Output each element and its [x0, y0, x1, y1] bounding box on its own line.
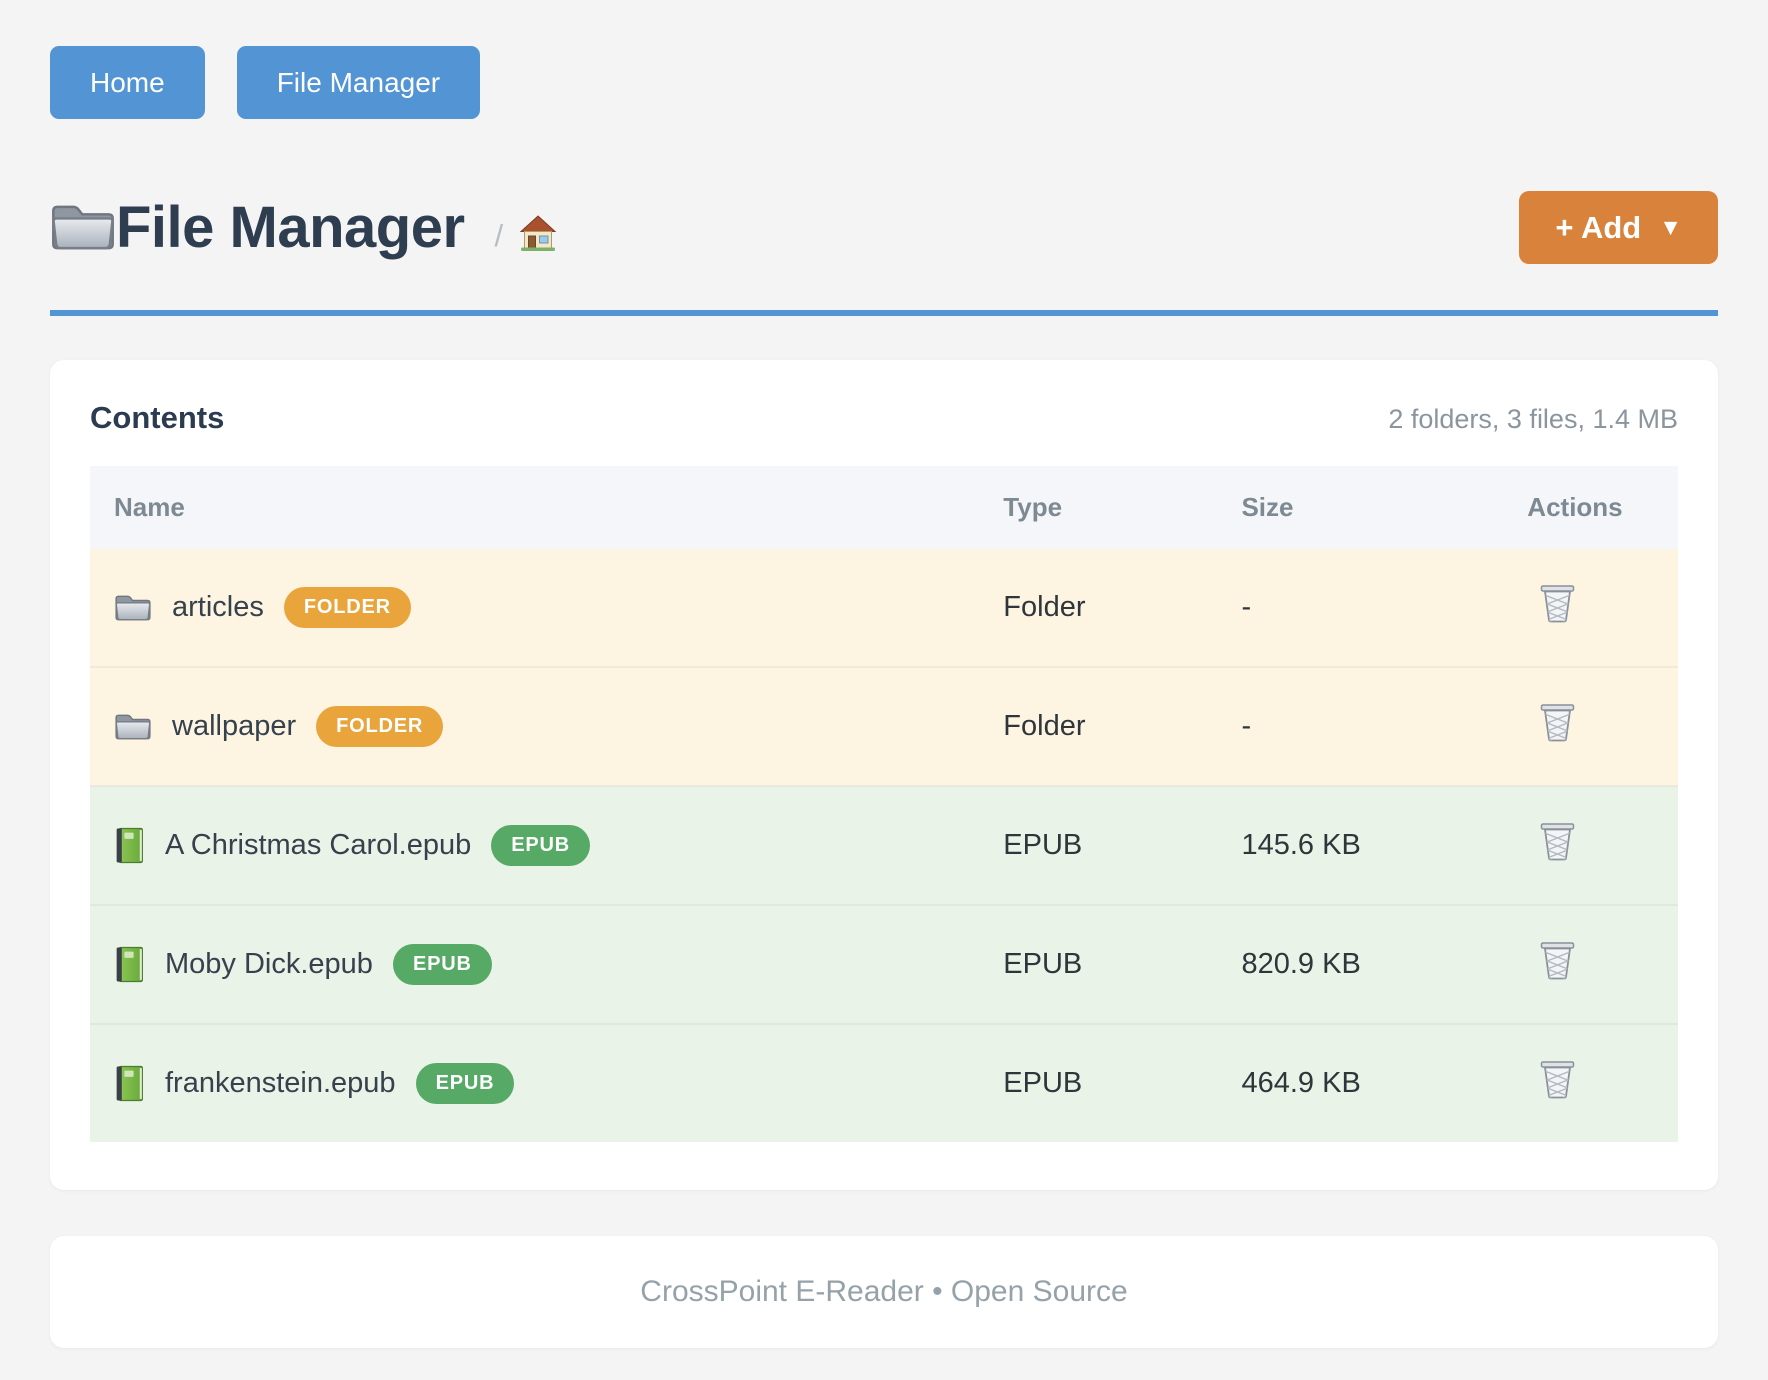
delete-button[interactable] [1539, 1059, 1576, 1103]
add-button[interactable]: + Add ▼ [1519, 191, 1718, 264]
contents-heading: Contents [90, 400, 225, 435]
footer: CrossPoint E-Reader • Open Source [50, 1236, 1718, 1348]
trash-icon [1539, 704, 1576, 746]
column-header-type: Type [979, 466, 1218, 549]
table-row[interactable]: articles FOLDER Folder - [90, 549, 1678, 667]
table-row[interactable]: frankenstein.epub EPUB EPUB 464.9 KB [90, 1023, 1678, 1142]
file-size: - [1217, 666, 1504, 786]
contents-card: Contents 2 folders, 3 files, 1.4 MB Name… [50, 360, 1718, 1190]
file-size: - [1217, 549, 1504, 667]
column-header-size: Size [1217, 466, 1504, 549]
folder-icon [114, 712, 152, 742]
file-type: EPUB [979, 785, 1218, 905]
file-name[interactable]: wallpaper [172, 710, 297, 742]
trash-icon [1539, 942, 1576, 984]
file-size: 145.6 KB [1217, 785, 1504, 905]
folder-icon [50, 201, 116, 254]
folder-icon [114, 593, 152, 623]
file-size: 820.9 KB [1217, 904, 1504, 1024]
file-type-badge: EPUB [415, 1063, 515, 1104]
delete-button[interactable] [1539, 583, 1576, 627]
title-divider [50, 310, 1718, 316]
file-type-badge: EPUB [392, 944, 492, 985]
delete-button[interactable] [1539, 821, 1576, 865]
column-header-actions: Actions [1503, 466, 1678, 549]
file-type: Folder [979, 549, 1218, 667]
file-name[interactable]: Moby Dick.epub [165, 948, 373, 980]
column-header-name: Name [90, 466, 980, 549]
file-type: Folder [979, 666, 1218, 786]
file-table-body: articles FOLDER Folder - [90, 549, 1678, 1142]
page-header: File Manager / + Add ▼ [50, 191, 1718, 264]
add-button-label: + Add [1555, 209, 1642, 245]
top-nav: Home File Manager [50, 46, 1718, 119]
caret-down-icon: ▼ [1659, 214, 1682, 240]
table-row[interactable]: Moby Dick.epub EPUB EPUB 820.9 KB [90, 904, 1678, 1024]
footer-text: CrossPoint E-Reader • Open Source [640, 1275, 1128, 1308]
page: Home File Manager File Manager / [50, 46, 1718, 1348]
book-icon [114, 946, 145, 983]
nav-file-manager-button[interactable]: File Manager [236, 46, 481, 119]
file-type: EPUB [979, 904, 1218, 1024]
delete-button[interactable] [1539, 940, 1576, 984]
file-type-badge: EPUB [491, 825, 591, 866]
delete-button[interactable] [1539, 702, 1576, 746]
file-name[interactable]: articles [172, 591, 264, 623]
file-type-badge: FOLDER [316, 706, 444, 747]
table-row[interactable]: wallpaper FOLDER Folder - [90, 666, 1678, 786]
file-size: 464.9 KB [1217, 1023, 1504, 1142]
table-header-row: Name Type Size Actions [90, 466, 1678, 549]
file-name[interactable]: frankenstein.epub [165, 1067, 396, 1099]
book-icon [114, 827, 145, 864]
page-title: File Manager [116, 195, 465, 260]
contents-card-header: Contents 2 folders, 3 files, 1.4 MB [90, 400, 1678, 436]
table-row[interactable]: A Christmas Carol.epub EPUB EPUB 145.6 K… [90, 785, 1678, 905]
trash-icon [1539, 1061, 1576, 1103]
house-icon[interactable] [518, 213, 558, 258]
trash-icon [1539, 585, 1576, 627]
file-type-badge: FOLDER [283, 587, 411, 628]
contents-summary: 2 folders, 3 files, 1.4 MB [1388, 404, 1678, 434]
nav-home-button[interactable]: Home [50, 46, 205, 119]
breadcrumb: / [495, 213, 559, 258]
book-icon [114, 1065, 145, 1102]
file-table: Name Type Size Actions articles FOLDER [90, 466, 1678, 1142]
trash-icon [1539, 823, 1576, 865]
file-name[interactable]: A Christmas Carol.epub [165, 829, 472, 861]
breadcrumb-separator: / [494, 217, 504, 253]
file-type: EPUB [979, 1023, 1218, 1142]
